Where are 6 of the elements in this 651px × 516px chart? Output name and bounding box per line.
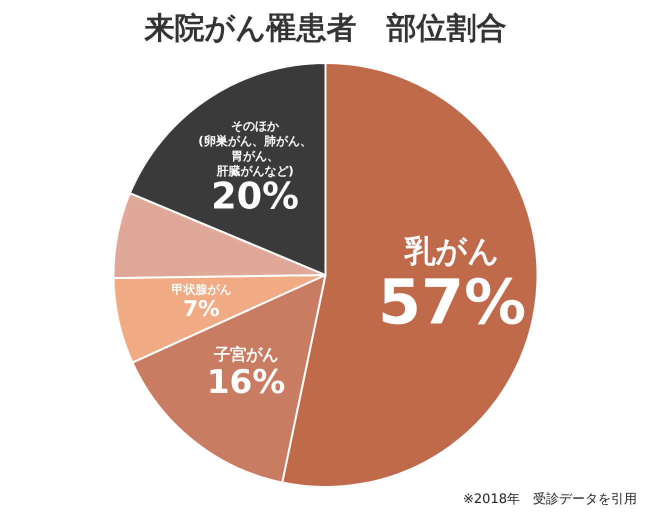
slice-label: 甲状腺がん: [171, 282, 232, 297]
data-label: 16%: [206, 363, 286, 402]
text: ※2018年 受診データを引用: [463, 491, 637, 508]
data-label: 7%: [182, 296, 220, 322]
chart-title: 来院がん罹患者 部位割合: [144, 10, 506, 46]
slice-label: 子宮がん: [212, 345, 278, 364]
